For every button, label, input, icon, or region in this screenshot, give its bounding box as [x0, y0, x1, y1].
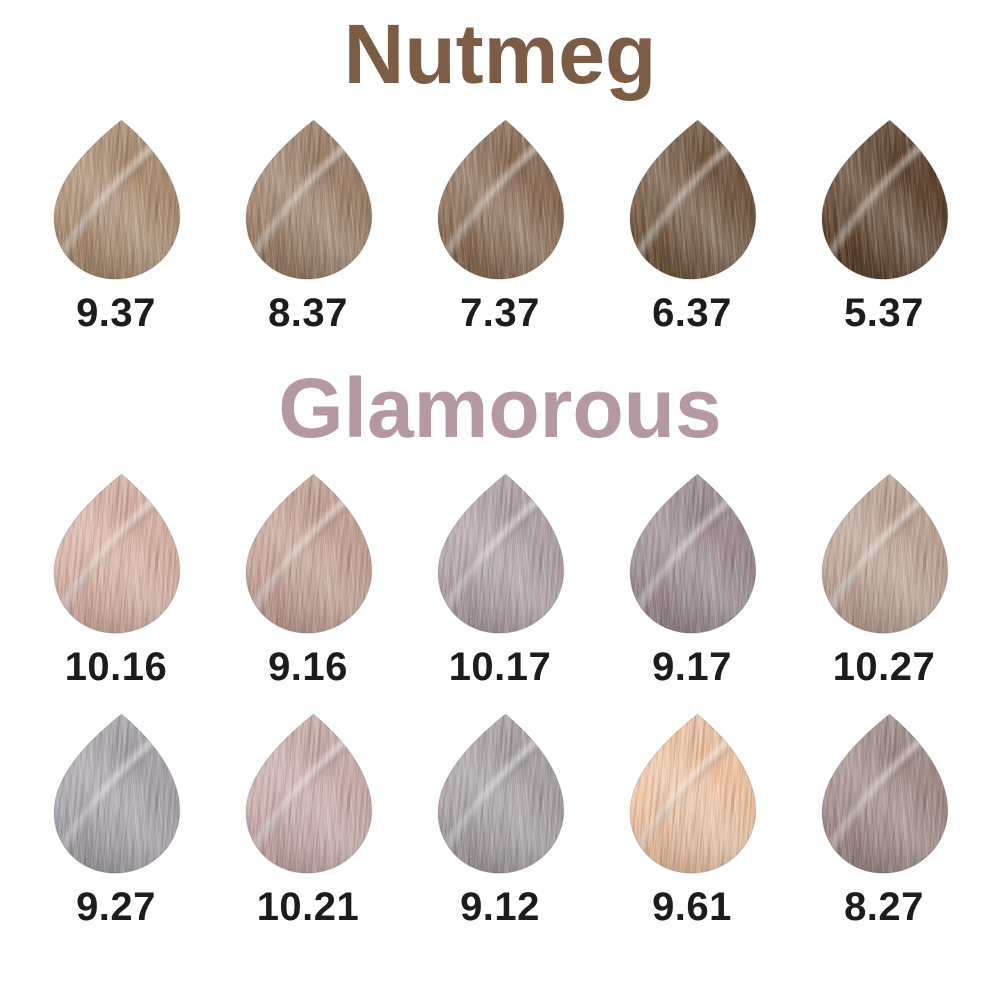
swatch-code-label: 9.27 [76, 885, 156, 929]
glamorous-swatch-rows: 10.16 9.16 10.17 9.17 10.27 9.27 10.21 9.12 9.61… [0, 450, 1000, 930]
hair-swatch-image [821, 713, 949, 874]
swatch-code-label: 9.16 [268, 645, 348, 689]
hair-swatch-image [245, 473, 373, 634]
hair-swatch: 10.16 [32, 466, 200, 690]
swatch-code-label: 5.37 [844, 291, 924, 335]
swatch-code-label: 10.27 [832, 645, 936, 689]
hair-swatch: 6.37 [608, 112, 776, 336]
swatch-code-label: 6.37 [652, 291, 732, 335]
swatch-code-label: 10.16 [64, 645, 168, 689]
hair-swatch-image [629, 713, 757, 874]
section-nutmeg: Nutmeg 9.37 8.37 7.37 6.37 5.37 [0, 0, 1000, 336]
swatch-code-label: 10.21 [256, 885, 360, 929]
hair-swatch: 9.27 [32, 706, 200, 930]
hair-swatch: 7.37 [416, 112, 584, 336]
swatch-row: 9.37 8.37 7.37 6.37 5.37 [0, 112, 1000, 336]
hair-swatch: 9.61 [608, 706, 776, 930]
hair-swatch: 8.27 [800, 706, 968, 930]
swatch-code-label: 9.12 [460, 885, 540, 929]
nutmeg-swatch-rows: 9.37 8.37 7.37 6.37 5.37 [0, 96, 1000, 336]
hair-swatch: 9.12 [416, 706, 584, 930]
swatch-code-label: 9.61 [652, 885, 732, 929]
hair-swatch-image [821, 119, 949, 280]
hair-swatch: 9.37 [32, 112, 200, 336]
hair-swatch: 10.21 [224, 706, 392, 930]
hair-swatch: 9.16 [224, 466, 392, 690]
swatch-code-label: 7.37 [460, 291, 540, 335]
swatch-row: 9.27 10.21 9.12 9.61 8.27 [0, 706, 1000, 930]
hair-swatch-image [53, 473, 181, 634]
hair-swatch-image [821, 473, 949, 634]
hair-swatch-image [245, 713, 373, 874]
swatch-code-label: 10.17 [448, 645, 552, 689]
swatch-row: 10.16 9.16 10.17 9.17 10.27 [0, 466, 1000, 690]
hair-swatch-image [245, 119, 373, 280]
hair-swatch-image [437, 119, 565, 280]
section-title-glamorous: Glamorous [278, 361, 722, 455]
hair-swatch-image [437, 473, 565, 634]
hair-swatch-image [53, 119, 181, 280]
section-title-nutmeg: Nutmeg [343, 7, 657, 101]
hair-swatch-image [629, 473, 757, 634]
hair-swatch: 10.27 [800, 466, 968, 690]
hair-swatch-image [629, 119, 757, 280]
section-glamorous: Glamorous 10.16 9.16 10.17 9.17 10.27 9.27 10.… [0, 336, 1000, 930]
swatch-code-label: 9.37 [76, 291, 156, 335]
hair-swatch-image [53, 713, 181, 874]
hair-swatch: 8.37 [224, 112, 392, 336]
swatch-code-label: 9.17 [652, 645, 732, 689]
hair-swatch: 9.17 [608, 466, 776, 690]
hair-swatch: 10.17 [416, 466, 584, 690]
hair-swatch-image [437, 713, 565, 874]
swatch-code-label: 8.37 [268, 291, 348, 335]
hair-swatch: 5.37 [800, 112, 968, 336]
swatch-code-label: 8.27 [844, 885, 924, 929]
